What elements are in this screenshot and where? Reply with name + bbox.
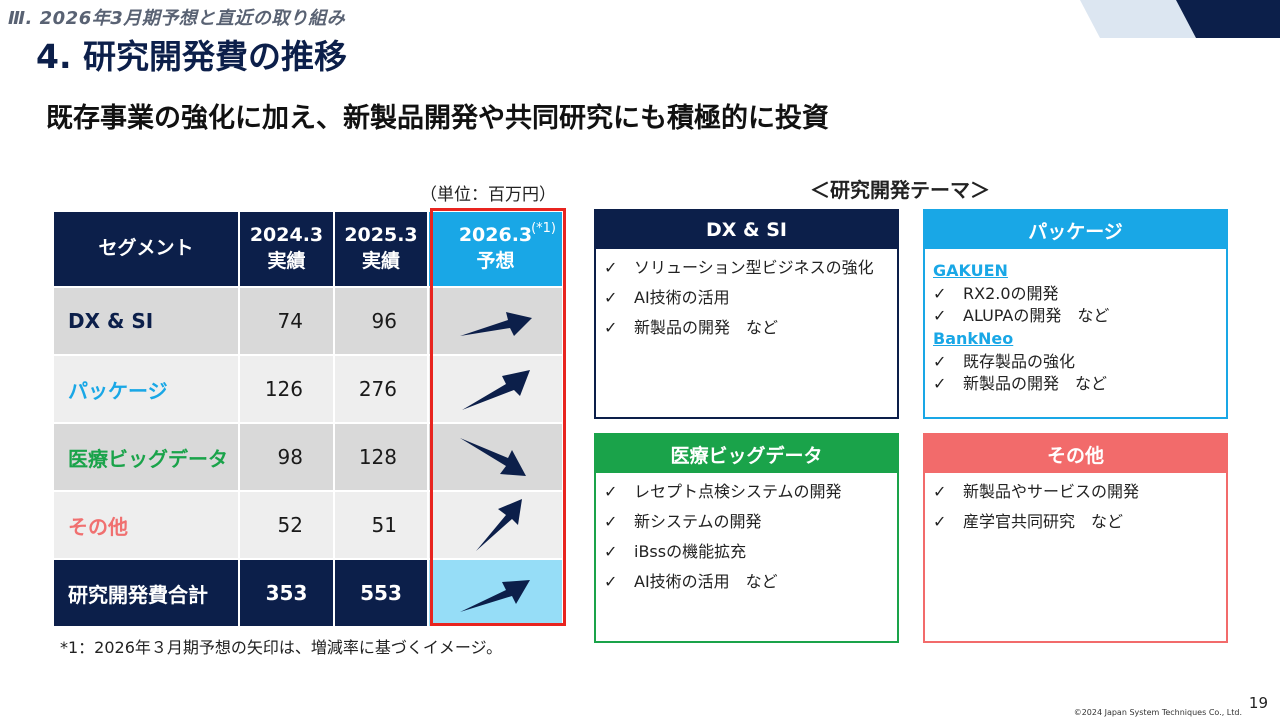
footnote: *1：2026年３月期予想の矢印は、増減率に基づくイメージ。 (60, 638, 503, 657)
header-2026-kind: 予想 (476, 250, 515, 272)
product-bankneo-label: BankNeo (933, 329, 1014, 348)
themes-title: ＜研究開発テーマ＞ (810, 178, 990, 202)
other-2025: 51 (335, 492, 429, 560)
header-2025-year: 2025.3 (344, 224, 418, 247)
other-item: ✓ 新製品やサービスの開発 (933, 481, 1218, 503)
dxsi-item-text: ソリューション型ビジネスの強化 (634, 258, 874, 277)
dxsi-2026-trend (429, 288, 564, 356)
medical-item: ✓ 新システムの開発 (604, 511, 889, 533)
header-2024-kind: 実績 (267, 250, 306, 272)
other-item: ✓ 産学官共同研究 など (933, 511, 1218, 533)
gakuen-item-text: RX2.0の開発 (963, 284, 1059, 303)
package-2025: 276 (335, 356, 429, 424)
check-icon: ✓ (933, 352, 947, 371)
arrow-up-icon (459, 580, 530, 612)
medical-item: ✓ AI技術の活用 など (604, 571, 889, 593)
header-2026-year: 2026.3 (458, 224, 533, 247)
medical-item-text: レセプト点検システムの開発 (634, 482, 842, 501)
dxsi-item-text: 新製品の開発 など (634, 318, 779, 337)
check-icon: ✓ (604, 318, 618, 337)
check-icon: ✓ (604, 572, 618, 591)
segment-package: パッケージ (54, 356, 240, 424)
arrow-up-icon (461, 370, 530, 410)
header-2026: (*1) 2026.3 予想 (429, 212, 564, 288)
arrow-flat-up-icon (459, 312, 532, 336)
header-2024: 2024.3 実績 (240, 212, 335, 288)
bankneo-item-text: 既存製品の強化 (963, 352, 1076, 371)
header-2024-year: 2024.3 (249, 224, 324, 247)
arrow-up-steep-icon (475, 499, 522, 551)
corner-decoration (1080, 0, 1280, 38)
package-2026-trend (429, 356, 564, 424)
rd-expense-table: セグメント 2024.3 実績 2025.3 実績 (*1) 2026.3 予想… (54, 212, 564, 628)
section-label: Ⅲ. 2026年3月期予想と直近の取り組み (8, 8, 346, 29)
medical-item-text: iBssの機能拡充 (634, 542, 747, 561)
medical-2025: 128 (335, 424, 429, 492)
other-item-text: 新製品やサービスの開発 (963, 482, 1140, 501)
medical-item: ✓ レセプト点検システムの開発 (604, 481, 889, 503)
theme-box-package: パッケージ GAKUEN ✓ RX2.0の開発 ✓ ALUPAの開発 など Bank… (923, 209, 1228, 419)
total-2024: 353 (240, 560, 335, 628)
dxsi-item: ✓ AI技術の活用 (604, 287, 889, 309)
check-icon: ✓ (604, 288, 618, 307)
product-gakuen-label: GAKUEN (933, 261, 1008, 280)
medical-item-text: 新システムの開発 (634, 512, 762, 531)
check-icon: ✓ (933, 482, 947, 501)
check-icon: ✓ (933, 284, 947, 303)
theme-box-dxsi-title: DX & SI (596, 211, 897, 249)
lead-message: 既存事業の強化に加え、新製品開発や共同研究にも積極的に投資 (46, 103, 829, 134)
total-2025: 553 (335, 560, 429, 628)
theme-box-other-title: その他 (925, 435, 1226, 473)
gakuen-item: ✓ ALUPAの開発 など (933, 305, 1218, 327)
dxsi-item-text: AI技術の活用 (634, 288, 730, 307)
segment-dxsi: DX & SI (54, 288, 240, 356)
theme-box-other: その他 ✓ 新製品やサービスの開発 ✓ 産学官共同研究 など (923, 433, 1228, 643)
other-2024: 52 (240, 492, 335, 560)
forecast-highlight-frame (430, 208, 566, 626)
theme-box-medical-title: 医療ビッグデータ (596, 435, 897, 473)
medical-2024: 98 (240, 424, 335, 492)
total-label: 研究開発費合計 (54, 560, 240, 628)
theme-box-dxsi: DX & SI ✓ ソリューション型ビジネスの強化 ✓ AI技術の活用 ✓ 新製品の開… (594, 209, 899, 419)
bankneo-item: ✓ 既存製品の強化 (933, 351, 1218, 373)
unit-note: （単位：百万円） (420, 185, 556, 205)
dxsi-item: ✓ ソリューション型ビジネスの強化 (604, 257, 889, 279)
medical-item-text: AI技術の活用 など (634, 572, 778, 591)
header-2025: 2025.3 実績 (335, 212, 429, 288)
header-2026-footnote-ref: (*1) (531, 221, 556, 236)
dxsi-2025: 96 (335, 288, 429, 356)
slide-title: 4. 研究開発費の推移 (36, 37, 347, 76)
dxsi-2024: 74 (240, 288, 335, 356)
check-icon: ✓ (604, 542, 618, 561)
other-2026-trend (429, 492, 564, 560)
arrow-down-slight-icon (459, 438, 526, 476)
check-icon: ✓ (604, 258, 618, 277)
page-number: 19 (1248, 694, 1268, 712)
header-2025-kind: 実績 (361, 250, 400, 272)
bankneo-item: ✓ 新製品の開発 など (933, 373, 1218, 395)
theme-box-medical: 医療ビッグデータ ✓ レセプト点検システムの開発 ✓ 新システムの開発 ✓ iBssの… (594, 433, 899, 643)
gakuen-item: ✓ RX2.0の開発 (933, 283, 1218, 305)
segment-other: その他 (54, 492, 240, 560)
check-icon: ✓ (933, 512, 947, 531)
check-icon: ✓ (604, 482, 618, 501)
check-icon: ✓ (933, 374, 947, 393)
bankneo-item-text: 新製品の開発 など (963, 374, 1108, 393)
check-icon: ✓ (933, 306, 947, 325)
gakuen-item-text: ALUPAの開発 など (963, 306, 1110, 325)
medical-2026-trend (429, 424, 564, 492)
theme-box-package-title: パッケージ (925, 211, 1226, 249)
check-icon: ✓ (604, 512, 618, 531)
header-segment: セグメント (54, 212, 240, 288)
package-2024: 126 (240, 356, 335, 424)
total-2026-trend (429, 560, 564, 628)
copyright: ©2024 Japan System Techniques Co., Ltd. (1073, 708, 1242, 717)
segment-medical: 医療ビッグデータ (54, 424, 240, 492)
other-item-text: 産学官共同研究 など (963, 512, 1124, 531)
dxsi-item: ✓ 新製品の開発 など (604, 317, 889, 339)
medical-item: ✓ iBssの機能拡充 (604, 541, 889, 563)
